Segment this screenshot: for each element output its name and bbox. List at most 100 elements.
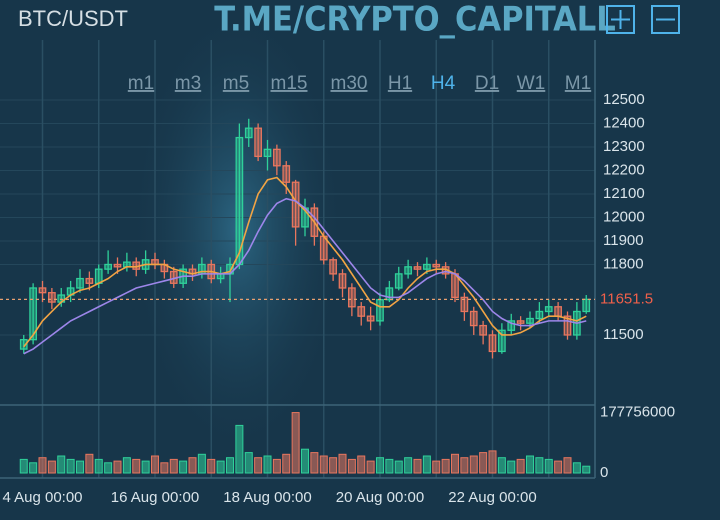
volume-bar bbox=[404, 457, 413, 474]
volume-bar bbox=[216, 460, 225, 474]
volume-bar bbox=[291, 412, 300, 474]
volume-bar bbox=[197, 453, 206, 474]
y-tick-label: 12100 bbox=[603, 185, 645, 202]
volume-bar bbox=[516, 458, 525, 474]
y-tick-label: 11900 bbox=[603, 232, 644, 249]
timeframe-button[interactable]: m30 bbox=[331, 73, 368, 94]
volume-tick-label: 0 bbox=[600, 464, 608, 481]
candle-body bbox=[94, 268, 103, 284]
candle-body bbox=[273, 148, 281, 167]
candle-body bbox=[291, 181, 300, 228]
candle-body bbox=[76, 277, 84, 289]
y-tick-label: 11800 bbox=[603, 255, 644, 272]
volume-bar bbox=[272, 458, 281, 474]
candle-body bbox=[329, 259, 337, 275]
volume-bar bbox=[235, 424, 244, 474]
candle-body bbox=[423, 263, 431, 270]
candle-body bbox=[348, 287, 356, 308]
timeframe-button[interactable]: H1 bbox=[388, 73, 412, 94]
timeframe-button[interactable]: D1 bbox=[475, 73, 499, 94]
candle-body bbox=[516, 320, 525, 324]
volume-bar bbox=[207, 458, 216, 474]
candle-body bbox=[366, 315, 375, 322]
y-tick-label: 12200 bbox=[603, 161, 645, 178]
candle-body bbox=[404, 266, 412, 275]
volume-bar bbox=[460, 457, 469, 474]
y-tick-label: 12300 bbox=[603, 138, 645, 155]
candle-body bbox=[394, 273, 403, 289]
zoom-in-button[interactable] bbox=[606, 5, 635, 34]
candle-body bbox=[48, 292, 56, 303]
volume-bar bbox=[329, 457, 338, 474]
timeframe-button[interactable]: m5 bbox=[223, 73, 249, 94]
candle-body bbox=[563, 315, 572, 336]
volume-bar bbox=[113, 460, 122, 474]
candle-body bbox=[376, 299, 384, 322]
volume-bar bbox=[151, 455, 159, 474]
candle-body bbox=[432, 263, 441, 268]
x-tick-label: 22 Aug 00:00 bbox=[448, 489, 536, 506]
zoom-in-frame[interactable] bbox=[606, 5, 635, 34]
volume-bar bbox=[132, 458, 141, 474]
timeframe-button[interactable]: H4 bbox=[431, 73, 456, 94]
volume-bar bbox=[357, 455, 366, 474]
watermark: T.ME/CRYPTO_CAPITALL bbox=[214, 0, 616, 40]
volume-bar bbox=[526, 455, 534, 474]
volume-bar bbox=[122, 457, 131, 474]
moving-average bbox=[23, 197, 587, 355]
y-tick-label: 12500 bbox=[603, 91, 645, 108]
volume-bar bbox=[319, 455, 328, 474]
volume-bar bbox=[188, 457, 197, 474]
volume-bar bbox=[254, 457, 263, 474]
candle-body bbox=[244, 127, 253, 139]
timeframe-button[interactable]: m3 bbox=[175, 73, 201, 94]
volume-bar bbox=[29, 462, 38, 474]
volume-bar bbox=[160, 462, 169, 474]
candle-body bbox=[254, 127, 262, 158]
volume-bar bbox=[310, 452, 319, 474]
x-tick-label: 4 Aug 00:00 bbox=[2, 489, 82, 506]
volume-bar bbox=[535, 457, 544, 474]
volume-bar bbox=[169, 458, 178, 474]
timeframe-button[interactable]: m1 bbox=[128, 73, 154, 94]
candle-body bbox=[263, 148, 272, 158]
candle-body bbox=[104, 263, 112, 270]
timeframe-button[interactable]: M1 bbox=[565, 73, 591, 94]
volume-bar bbox=[385, 458, 394, 474]
volume-bar bbox=[488, 450, 497, 474]
x-tick-label: 16 Aug 00:00 bbox=[111, 489, 199, 506]
volume-bar bbox=[94, 458, 103, 474]
volume-bar bbox=[226, 457, 234, 474]
candle-body bbox=[479, 324, 487, 336]
volume-bar bbox=[469, 455, 478, 474]
volume-bar bbox=[507, 460, 516, 474]
candle-body bbox=[338, 273, 347, 289]
candle-body bbox=[507, 320, 516, 331]
candle-body bbox=[526, 317, 534, 324]
plot: 11500 11800 11900 12000 12100 12200 12300 12400… bbox=[0, 91, 675, 506]
volume-bar bbox=[572, 462, 581, 474]
timeframe-button[interactable]: W1 bbox=[517, 73, 546, 94]
zoom-out-button[interactable] bbox=[651, 5, 680, 34]
volume-bar bbox=[394, 460, 403, 474]
x-tick-label: 18 Aug 00:00 bbox=[223, 489, 311, 506]
volume-bar bbox=[66, 458, 75, 474]
candle-body bbox=[19, 339, 28, 350]
timeframe-button[interactable]: m15 bbox=[271, 73, 308, 94]
volume-bar bbox=[301, 448, 309, 474]
plus-icon[interactable] bbox=[611, 10, 630, 29]
volume-bar bbox=[432, 460, 441, 474]
zoom-out-frame[interactable] bbox=[651, 5, 680, 34]
candle-body bbox=[282, 165, 291, 183]
y-tick-label: 11500 bbox=[603, 326, 644, 343]
candle-body bbox=[554, 306, 562, 317]
symbol: BTC/USDT bbox=[18, 6, 128, 31]
volume-bar bbox=[479, 452, 488, 474]
volume-bar bbox=[38, 457, 47, 474]
candle-body bbox=[544, 306, 553, 313]
volume-bar bbox=[347, 458, 356, 474]
volume-bar bbox=[338, 453, 347, 474]
candle-body bbox=[498, 329, 506, 353]
